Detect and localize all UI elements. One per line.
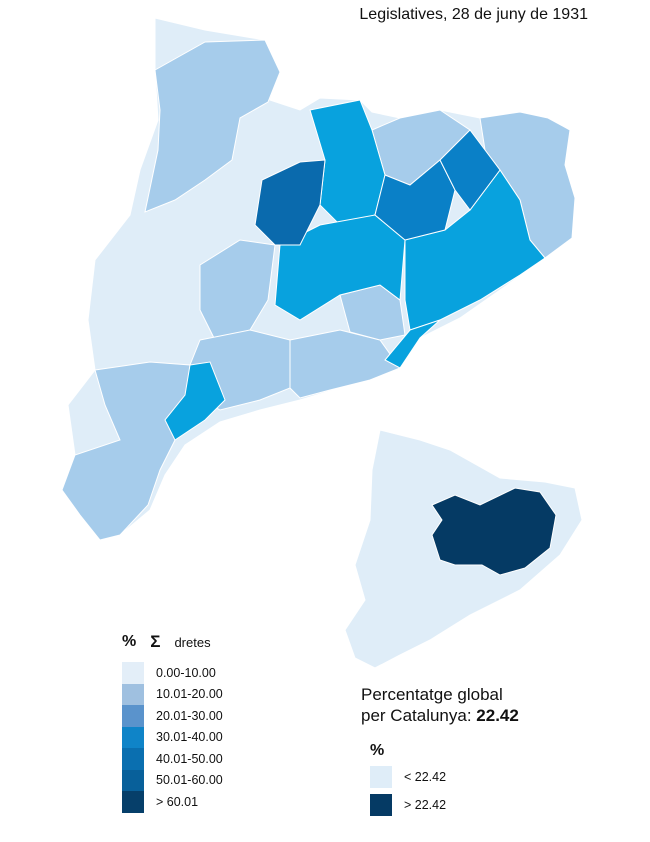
- global-line1: Percentatge global: [361, 685, 503, 704]
- legend-swatch: [122, 726, 144, 748]
- legend-class: 0.00-10.00: [122, 662, 223, 684]
- inset-legend-swatch: [370, 766, 392, 788]
- inset-legend-label: < 22.42: [404, 770, 447, 784]
- region-solsones: [254, 159, 326, 246]
- legend-swatch: [122, 748, 144, 770]
- region-baix-camp: [164, 361, 226, 441]
- legend-header: % Σ dretes: [122, 632, 223, 652]
- legend-range: 20.01-30.00: [156, 708, 223, 723]
- legend-class: 50.01-60.00: [122, 769, 223, 791]
- legend-range: 10.01-20.00: [156, 687, 223, 702]
- legend-range: 40.01-50.00: [156, 751, 223, 766]
- inset-legend-item: < 22.42: [370, 766, 446, 788]
- global-line2: per Catalunya: 22.42: [361, 705, 519, 726]
- legend-class: 20.01-30.00: [122, 705, 223, 727]
- legend-label: dretes: [174, 634, 211, 650]
- legend-swatch: [122, 705, 144, 727]
- legend: % Σ dretes 0.00-10.00 10.01-20.00 20.01-…: [122, 632, 223, 813]
- inset-region-above-average: [431, 487, 557, 576]
- legend-class: 40.01-50.00: [122, 748, 223, 770]
- legend-class: 30.01-40.00: [122, 726, 223, 748]
- region-noguera: [199, 239, 276, 341]
- global-value: 22.42: [476, 706, 519, 725]
- legend-swatch: [122, 683, 144, 705]
- legend-range: > 60.01: [156, 794, 199, 809]
- inset-legend-swatch: [370, 794, 392, 816]
- legend-range: 0.00-10.00: [156, 665, 216, 680]
- inset-legend: % < 22.42 > 22.42: [370, 742, 446, 816]
- legend-swatch: [122, 769, 144, 791]
- legend-percent-symbol: %: [122, 633, 137, 650]
- legend-class: 10.01-20.00: [122, 683, 223, 705]
- map-title: Legislatives, 28 de juny de 1931: [359, 6, 588, 23]
- global-percentage: Percentatge global per Catalunya: 22.42: [361, 684, 519, 726]
- legend-range: 50.01-60.00: [156, 773, 223, 788]
- region-pallars: [144, 39, 281, 213]
- inset-legend-percent-symbol: %: [370, 742, 385, 759]
- legend-sigma-symbol: Σ: [150, 632, 161, 651]
- legend-swatch: [122, 662, 144, 684]
- legend-swatch: [122, 791, 144, 813]
- region-bages: [274, 214, 406, 321]
- inset-legend-item: > 22.42: [370, 794, 446, 816]
- global-line2-prefix: per Catalunya:: [361, 706, 477, 725]
- legend-range: 30.01-40.00: [156, 730, 223, 745]
- region-ripolles: [439, 129, 501, 211]
- legend-class: > 60.01: [122, 791, 223, 813]
- region-barcelones: [384, 319, 441, 369]
- inset-legend-label: > 22.42: [404, 798, 447, 812]
